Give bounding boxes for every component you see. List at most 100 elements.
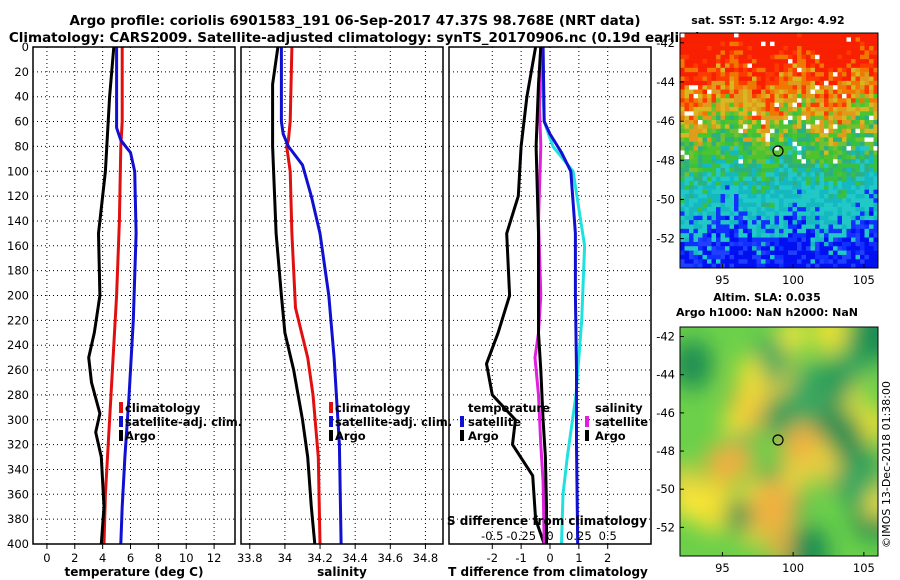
sst-cell	[846, 167, 852, 173]
sst-cell	[801, 180, 807, 186]
sst-cell	[756, 76, 762, 82]
sst-cell	[725, 33, 730, 38]
sst-cell	[833, 37, 838, 42]
sst-cell	[752, 224, 757, 230]
sst-cell	[864, 89, 870, 95]
sst-cell	[828, 80, 834, 86]
sst-cell	[869, 163, 874, 169]
sst-nodata-cell	[833, 72, 838, 77]
sst-cell	[752, 167, 757, 173]
sst-cell	[810, 98, 816, 103]
sst-cell	[873, 241, 879, 247]
sst-cell	[734, 133, 739, 138]
sst-cell	[806, 59, 811, 64]
sst-cell	[797, 37, 802, 42]
sst-cell	[810, 198, 816, 204]
sst-cell	[680, 76, 685, 82]
sst-cell	[815, 80, 820, 86]
sst-cell	[810, 93, 816, 99]
sst-cell	[743, 246, 748, 251]
sst-cell	[873, 120, 879, 125]
sst-cell	[851, 176, 856, 182]
sst-cell	[738, 220, 744, 225]
sst-cell	[837, 154, 843, 160]
sst-cell	[864, 54, 870, 60]
sst-cell	[801, 259, 807, 264]
sst-cell	[842, 76, 847, 82]
sst-cell	[774, 133, 780, 138]
sst-cell	[797, 133, 802, 138]
series-climatology	[102, 47, 124, 545]
temperature-grid	[33, 47, 235, 544]
sst-cell	[783, 163, 789, 169]
sst-cell	[684, 41, 690, 47]
sst-cell	[788, 50, 793, 56]
sst-cell	[828, 189, 834, 195]
sst-cell	[729, 141, 735, 147]
sst-cell	[828, 180, 834, 186]
sst-cell	[828, 159, 834, 164]
sst-cell	[851, 102, 856, 108]
sst-cell	[689, 246, 694, 251]
map-y-tick-label: -46	[656, 114, 675, 128]
sst-cell	[810, 102, 816, 108]
sst-cell	[815, 224, 820, 230]
sst-cell	[851, 228, 856, 234]
map-y-tick-label: -48	[656, 444, 675, 458]
legend-salinity-heading: salinity	[595, 401, 643, 415]
sst-cell	[702, 250, 708, 256]
sst-cell	[801, 72, 807, 77]
sst-cell	[824, 72, 829, 77]
sst-cell	[698, 241, 703, 247]
sst-cell	[729, 50, 735, 56]
sst-cell	[725, 120, 730, 125]
sst-cell	[851, 215, 856, 221]
sst-cell	[747, 67, 753, 73]
sst-cell	[684, 220, 690, 225]
sst-cell	[725, 180, 730, 186]
sst-cell	[860, 180, 865, 186]
sst-cell	[815, 194, 820, 199]
sst-cell	[855, 59, 861, 64]
sst-cell	[729, 46, 735, 51]
sst-cell	[792, 93, 798, 99]
sst-cell	[833, 180, 838, 186]
sst-cell	[788, 76, 793, 82]
sst-cell	[689, 150, 694, 156]
sst-cell	[711, 106, 717, 112]
sst-cell	[864, 254, 870, 260]
sst-cell	[747, 146, 753, 151]
sst-cell	[707, 211, 712, 217]
sst-cell	[801, 237, 807, 243]
sst-cell	[797, 128, 802, 134]
sst-cell	[851, 263, 856, 269]
sst-cell	[770, 180, 775, 186]
sst-cell	[684, 194, 690, 199]
sst-cell	[720, 50, 726, 56]
sst-cell	[788, 189, 793, 195]
sst-cell	[698, 41, 703, 47]
sst-cell	[842, 111, 847, 116]
sst-cell	[855, 250, 861, 256]
sst-cell	[864, 76, 870, 82]
sst-cell	[788, 194, 793, 199]
sst-cell	[702, 220, 708, 225]
sst-cell	[765, 207, 771, 212]
sst-cell	[846, 106, 852, 112]
sst-cell	[698, 233, 703, 238]
temperature-axes-frame	[32, 46, 236, 545]
sst-cell	[797, 115, 802, 121]
sst-cell	[725, 67, 730, 73]
sst-cell	[833, 67, 838, 73]
sst-cell	[869, 194, 874, 199]
sst-cell	[828, 137, 834, 143]
sst-cell	[761, 246, 766, 251]
sst-cell	[801, 133, 807, 138]
legend-climatology: climatology	[125, 401, 201, 415]
sst-cell	[837, 220, 843, 225]
sst-cell	[860, 198, 865, 204]
sst-cell	[680, 93, 685, 99]
sst-cell	[684, 189, 690, 195]
sst-cell	[797, 159, 802, 164]
sst-cell	[774, 76, 780, 82]
